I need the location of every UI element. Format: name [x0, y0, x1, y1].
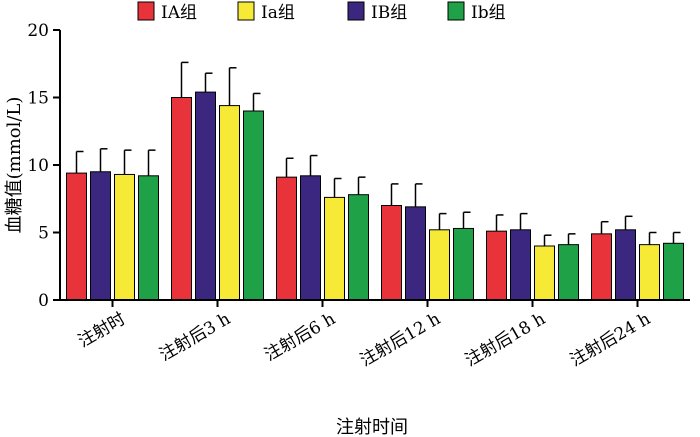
bar [486, 230, 507, 301]
legend-swatch [447, 1, 465, 21]
x-tick-label: 注射后6 h [261, 309, 339, 365]
bar [276, 176, 297, 301]
bar [66, 172, 87, 301]
bar [615, 229, 636, 301]
bar [591, 233, 612, 301]
x-tick-label: 注射后24 h [567, 309, 654, 371]
bar [534, 245, 555, 301]
bar [243, 110, 264, 301]
bar [639, 244, 660, 301]
legend-swatch [137, 1, 155, 21]
x-tick-label: 注射后3 h [156, 309, 234, 365]
y-axis-title: 血糖值(mmol/L) [4, 97, 25, 234]
legend-label: ⅠB组 [371, 3, 407, 23]
bar [558, 244, 579, 301]
bar [90, 171, 111, 301]
y-tick-label: 20 [27, 21, 49, 41]
bar [195, 91, 216, 301]
bar [453, 227, 474, 301]
bar [300, 175, 321, 301]
legend-swatch [347, 1, 365, 21]
legend-swatch [237, 1, 255, 21]
y-tick-label: 0 [38, 291, 49, 311]
legend: ⅠA组 Ⅰa组 ⅠB组 Ⅰb组 [137, 1, 506, 23]
bar [348, 194, 369, 301]
x-tick-label: 注射后12 h [357, 309, 444, 371]
legend-label: Ⅰa组 [261, 3, 295, 23]
bar [114, 173, 135, 301]
bar [138, 175, 159, 301]
bars-group [66, 61, 684, 301]
y-tick-label: 10 [27, 156, 49, 176]
legend-label: ⅠA组 [161, 3, 197, 23]
bar [219, 105, 240, 301]
bar [663, 242, 684, 301]
bar [405, 206, 426, 301]
y-tick-label: 5 [38, 224, 49, 244]
bar [324, 196, 345, 301]
bar [381, 205, 402, 301]
x-tick-label: 注射时 [75, 309, 129, 352]
x-axis-title: 注射时间 [336, 417, 408, 437]
legend-label: Ⅰb组 [471, 3, 506, 23]
bar [510, 229, 531, 301]
bar [171, 97, 192, 301]
x-tick-label: 注射后18 h [462, 309, 549, 371]
y-tick-label: 15 [27, 89, 49, 109]
bar [429, 229, 450, 301]
